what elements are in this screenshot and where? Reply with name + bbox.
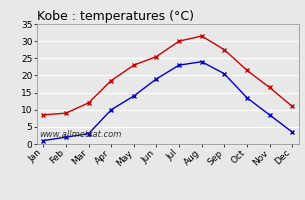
Text: Kobe : temperatures (°C): Kobe : temperatures (°C): [37, 10, 194, 23]
Text: www.allmetsat.com: www.allmetsat.com: [39, 130, 122, 139]
